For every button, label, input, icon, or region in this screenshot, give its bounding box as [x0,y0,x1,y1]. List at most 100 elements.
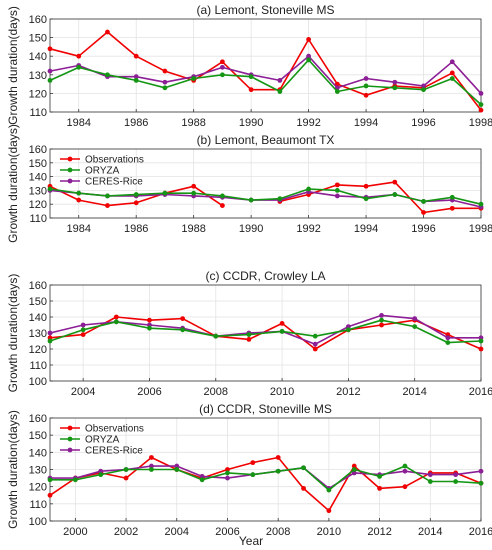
data-point-oryza [379,317,384,323]
axes-frame [49,18,482,113]
y-tick-label: 110 [29,360,47,372]
data-point-obs [246,337,252,342]
panel-title: (c) CCDR, Crowley LA [205,269,325,283]
data-point-obs [379,322,384,328]
data-point-ceres [449,59,455,65]
data-point-oryza [113,319,119,325]
series-line-obs [49,456,482,512]
y-tick-label: 150 [29,158,47,170]
y-tick-label: 110 [29,213,47,225]
data-point-ceres [199,473,205,479]
data-point-oryza [421,87,426,93]
data-point-oryza [133,192,139,197]
data-point-oryza [133,77,139,83]
data-point-oryza [421,199,426,204]
data-point-oryza [412,324,418,329]
legend-label: CERES-Rice [85,177,143,188]
data-point-obs [191,183,197,189]
x-tick-label: 2014 [402,386,426,398]
data-point-ceres [363,76,369,81]
data-point-obs [180,316,186,321]
data-point-oryza [478,102,484,107]
data-point-obs [113,314,119,320]
y-axis-label: Growth duration(days) [6,6,20,125]
data-point-oryza [345,327,351,333]
data-point-obs [326,508,332,514]
data-point-oryza [149,467,154,472]
data-point-ceres [445,335,451,341]
data-point-obs [162,68,168,74]
data-point-obs [133,53,139,59]
x-tick-label: 2012 [367,526,391,538]
data-point-obs [76,53,82,59]
y-tick-label: 150 [29,296,47,308]
data-point-obs [225,467,230,472]
y-tick-label: 110 [29,107,47,119]
legend-label: Observations [85,155,144,166]
data-point-ceres [174,463,180,469]
data-point-obs [312,346,318,352]
y-axis-label: Growth duration(days) [6,274,20,393]
data-point-oryza [363,196,369,202]
data-point-obs [478,346,484,352]
data-point-obs [275,455,281,460]
y-tick-label: 150 [29,33,47,45]
data-point-obs [421,210,426,215]
data-point-oryza [392,192,398,197]
data-point-oryza [246,332,252,337]
x-axis-label: Year [239,534,263,548]
data-point-oryza [162,85,168,91]
data-point-ceres [334,85,340,91]
data-point-oryza [402,463,408,469]
data-point-oryza [250,472,256,478]
data-point-oryza [174,467,180,472]
data-point-obs [478,107,484,113]
data-point-obs [279,321,285,326]
data-point-oryza [191,76,197,81]
x-tick-label: 1998 [469,117,492,129]
data-point-oryza [306,186,311,192]
data-point-obs [392,179,398,185]
series-line-oryza [49,319,482,344]
y-tick-label: 140 [29,447,47,459]
x-tick-label: 1986 [124,223,148,235]
data-point-obs [76,197,82,203]
data-point-oryza [98,472,104,478]
x-tick-label: 1996 [411,223,435,235]
axes-frame [49,148,482,219]
data-point-oryza [220,193,225,199]
y-tick-label: 150 [29,430,47,442]
x-tick-label: 1994 [354,223,378,235]
data-point-ceres [478,468,484,474]
x-tick-label: 1990 [239,223,263,235]
data-point-ceres [379,313,384,318]
data-point-obs [80,332,86,337]
data-point-ceres [47,330,53,336]
series-line-oryza [49,59,482,106]
y-tick-label: 140 [29,312,47,324]
y-tick-label: 160 [29,280,47,292]
data-point-ceres [427,472,433,478]
y-tick-label: 160 [29,14,47,26]
data-point-oryza [80,327,86,333]
data-point-obs [220,59,225,65]
y-tick-label: 130 [29,328,47,340]
data-point-oryza [334,89,340,94]
data-point-oryza [248,74,254,80]
data-point-obs [306,37,311,42]
x-tick-label: 1990 [239,117,263,129]
data-point-oryza [123,467,129,472]
data-point-ceres [220,64,225,70]
data-point-obs [402,484,408,490]
data-point-ceres [402,468,408,474]
legend-marker [67,436,73,442]
data-point-oryza [47,477,53,483]
data-point-oryza [105,193,110,199]
data-point-obs [301,485,306,491]
series-line-oryza [50,465,482,491]
data-point-ceres [225,475,230,481]
data-point-oryza [248,197,254,203]
